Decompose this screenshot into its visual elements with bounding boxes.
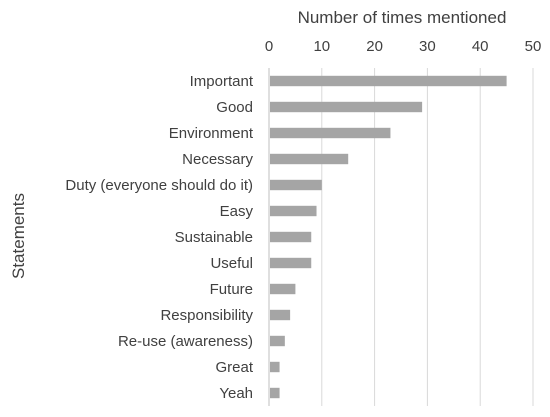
x-tick-label: 40 [472, 38, 489, 55]
category-label: Duty (everyone should do it) [65, 177, 253, 194]
x-tick-label: 0 [265, 38, 273, 55]
bar [270, 101, 423, 113]
category-label: Easy [220, 203, 254, 220]
category-label: Necessary [182, 151, 253, 168]
bar [270, 309, 291, 321]
category-label: Useful [210, 255, 253, 272]
bars [270, 75, 507, 399]
x-tick-label: 50 [525, 38, 542, 55]
bar [270, 179, 322, 191]
bar [270, 257, 312, 269]
bar [270, 127, 391, 139]
category-label: Future [210, 281, 253, 298]
bar [270, 387, 280, 399]
gridlines [321, 68, 534, 406]
x-axis-title: Number of times mentioned [298, 8, 507, 27]
bar [270, 361, 280, 373]
category-label: Sustainable [175, 229, 253, 246]
y-axis-title: Statements [9, 193, 28, 279]
category-labels: Important Good Environment Necessary Duty (e… [65, 73, 253, 402]
x-axis-ticks: 0 10 20 30 40 50 [265, 38, 542, 55]
category-label: Responsibility [160, 307, 253, 324]
bar [270, 283, 296, 295]
bar [270, 153, 349, 165]
category-label: Great [215, 359, 253, 376]
category-label: Important [190, 73, 254, 90]
x-tick-label: 30 [419, 38, 436, 55]
category-label: Environment [169, 125, 254, 142]
category-label: Re-use (awareness) [118, 333, 253, 350]
bar [270, 231, 312, 243]
bar [270, 75, 507, 87]
bar [270, 335, 285, 347]
category-label: Good [216, 99, 253, 116]
x-tick-label: 20 [366, 38, 383, 55]
x-tick-label: 10 [313, 38, 330, 55]
category-label: Yeah [219, 385, 253, 402]
bar [270, 205, 317, 217]
